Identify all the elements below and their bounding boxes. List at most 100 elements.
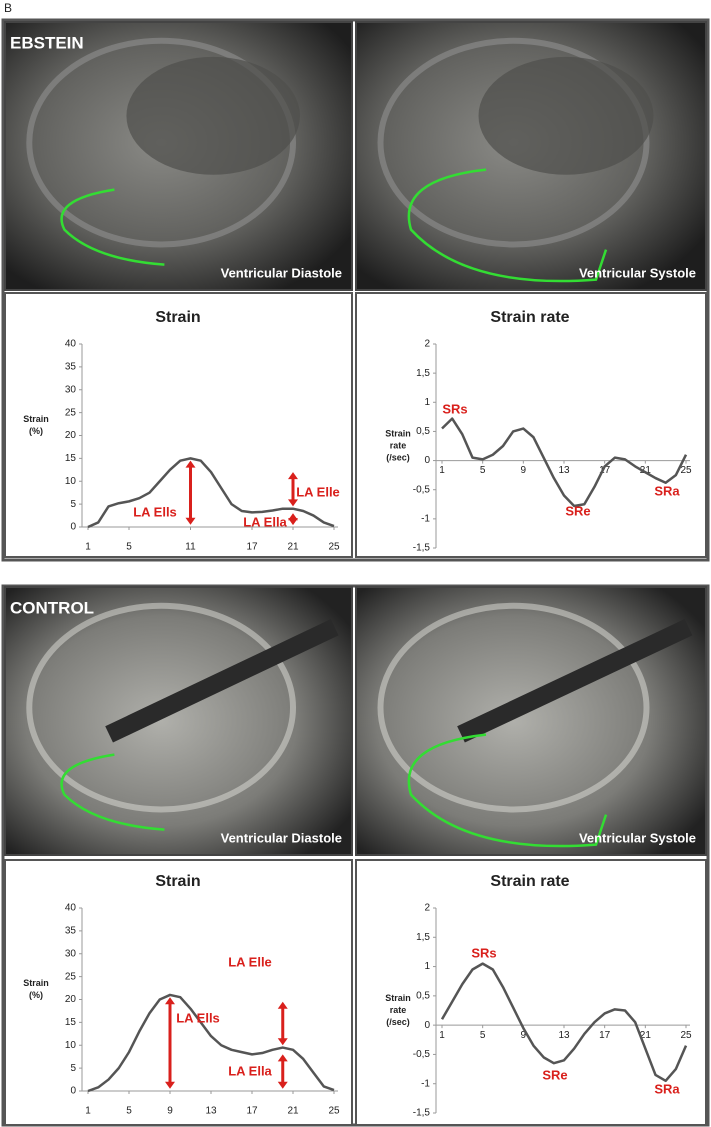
y-tick-label: 1,5 bbox=[416, 932, 430, 943]
x-tick-label: 25 bbox=[680, 465, 692, 476]
x-tick-label: 1 bbox=[439, 1030, 445, 1041]
x-tick-label: 9 bbox=[521, 465, 527, 476]
y-tick-label: 20 bbox=[65, 994, 77, 1005]
y-axis-label: Strain bbox=[23, 978, 49, 988]
x-tick-label: 17 bbox=[599, 465, 611, 476]
annotation-arrowhead bbox=[185, 460, 196, 468]
y-axis-label: Strain bbox=[23, 414, 49, 424]
x-tick-label: 21 bbox=[640, 465, 652, 476]
y-tick-label: 1 bbox=[424, 397, 430, 408]
y-axis-label: rate bbox=[390, 1005, 407, 1015]
x-tick-label: 13 bbox=[205, 1106, 217, 1117]
data-line bbox=[87, 993, 335, 1093]
y-tick-label: -1,5 bbox=[413, 1108, 431, 1119]
y-tick-label: 0 bbox=[70, 522, 76, 533]
x-tick-label: 17 bbox=[246, 1106, 258, 1117]
y-tick-label: 5 bbox=[70, 1063, 76, 1074]
chart-title: Strain rate bbox=[490, 873, 569, 890]
x-tick-label: 9 bbox=[167, 1106, 173, 1117]
y-tick-label: 2 bbox=[424, 903, 430, 914]
x-tick-label: 11 bbox=[185, 542, 196, 553]
x-tick-label: 1 bbox=[439, 465, 445, 476]
annotation: SRe bbox=[565, 503, 590, 518]
contour bbox=[60, 753, 165, 831]
y-tick-label: 25 bbox=[65, 407, 77, 418]
y-tick-label: 40 bbox=[65, 903, 77, 914]
y-tick-label: 40 bbox=[65, 339, 77, 350]
y-axis-label: rate bbox=[390, 440, 407, 450]
annotation-arrowhead bbox=[277, 1054, 288, 1062]
x-tick-label: 13 bbox=[558, 465, 570, 476]
chart-panel bbox=[4, 859, 353, 1126]
image-caption: Ventricular Systole bbox=[579, 265, 696, 280]
annotation: SRe bbox=[542, 1067, 567, 1082]
y-tick-label: 30 bbox=[65, 384, 77, 395]
y-tick-label: 15 bbox=[65, 453, 77, 464]
y-tick-label: -1 bbox=[421, 1078, 430, 1089]
x-tick-label: 13 bbox=[558, 1030, 570, 1041]
x-tick-label: 5 bbox=[126, 542, 132, 553]
annotation-arrowhead bbox=[277, 1001, 288, 1009]
y-tick-label: 10 bbox=[65, 476, 77, 487]
annotation: LA Ella bbox=[243, 514, 287, 529]
image-caption: Ventricular Diastole bbox=[221, 265, 342, 280]
y-axis-label: Strain bbox=[385, 993, 411, 1003]
y-tick-label: 0,5 bbox=[416, 426, 430, 437]
x-tick-label: 25 bbox=[680, 1030, 692, 1041]
y-tick-label: 35 bbox=[65, 926, 77, 937]
mri-shape bbox=[457, 619, 693, 743]
mri-image bbox=[4, 586, 353, 856]
y-tick-label: 1 bbox=[424, 961, 430, 972]
contour bbox=[407, 733, 608, 848]
x-tick-label: 9 bbox=[521, 1030, 527, 1041]
chart-title: Strain rate bbox=[490, 309, 569, 326]
x-tick-label: 5 bbox=[480, 1030, 486, 1041]
y-axis-label: (/sec) bbox=[386, 1017, 410, 1027]
mri-shape bbox=[105, 619, 339, 743]
annotation: SRa bbox=[654, 483, 680, 498]
mri-shape bbox=[26, 37, 297, 248]
contour bbox=[407, 168, 608, 283]
y-axis-label: (/sec) bbox=[386, 452, 410, 462]
image-caption: Ventricular Systole bbox=[579, 830, 696, 845]
x-tick-label: 21 bbox=[287, 542, 299, 553]
annotation: LA Ella bbox=[228, 1063, 272, 1078]
data-line bbox=[440, 962, 688, 1083]
x-tick-label: 25 bbox=[328, 1106, 340, 1117]
chart-panel bbox=[4, 292, 353, 558]
annotation: LA Ells bbox=[133, 504, 177, 519]
mri-shape bbox=[478, 56, 654, 175]
y-tick-label: 15 bbox=[65, 1017, 77, 1028]
y-axis-label: Strain bbox=[385, 428, 411, 438]
annotation: LA Elle bbox=[296, 484, 340, 499]
x-tick-label: 1 bbox=[85, 542, 91, 553]
annotation: SRs bbox=[471, 945, 496, 960]
annotation-arrowhead bbox=[165, 1081, 175, 1089]
y-axis-label: (%) bbox=[29, 426, 43, 436]
y-tick-label: 25 bbox=[65, 971, 77, 982]
x-tick-label: 17 bbox=[599, 1030, 611, 1041]
data-line bbox=[87, 457, 335, 529]
annotation-arrowhead bbox=[277, 1081, 288, 1089]
y-tick-label: 0 bbox=[70, 1086, 76, 1097]
annotation: LA Elle bbox=[228, 954, 272, 969]
annotation-arrowhead bbox=[288, 472, 298, 480]
group-name: CONTROL bbox=[10, 598, 94, 617]
y-tick-label: 1,5 bbox=[416, 368, 430, 379]
y-tick-label: -0,5 bbox=[413, 484, 431, 495]
mri-shape bbox=[126, 56, 300, 175]
mri-shape bbox=[377, 602, 650, 813]
annotation-arrowhead bbox=[288, 499, 298, 507]
x-tick-label: 21 bbox=[640, 1030, 652, 1041]
mri-shape bbox=[26, 602, 297, 813]
y-tick-label: 5 bbox=[70, 499, 76, 510]
x-tick-label: 21 bbox=[287, 1106, 299, 1117]
x-tick-label: 17 bbox=[246, 542, 258, 553]
chart-title: Strain bbox=[155, 873, 200, 890]
annotation-arrowhead bbox=[165, 997, 175, 1005]
y-tick-label: -1 bbox=[421, 513, 430, 524]
image-caption: Ventricular Diastole bbox=[221, 830, 342, 845]
annotation-arrowhead bbox=[185, 517, 196, 525]
y-tick-label: 35 bbox=[65, 362, 77, 373]
